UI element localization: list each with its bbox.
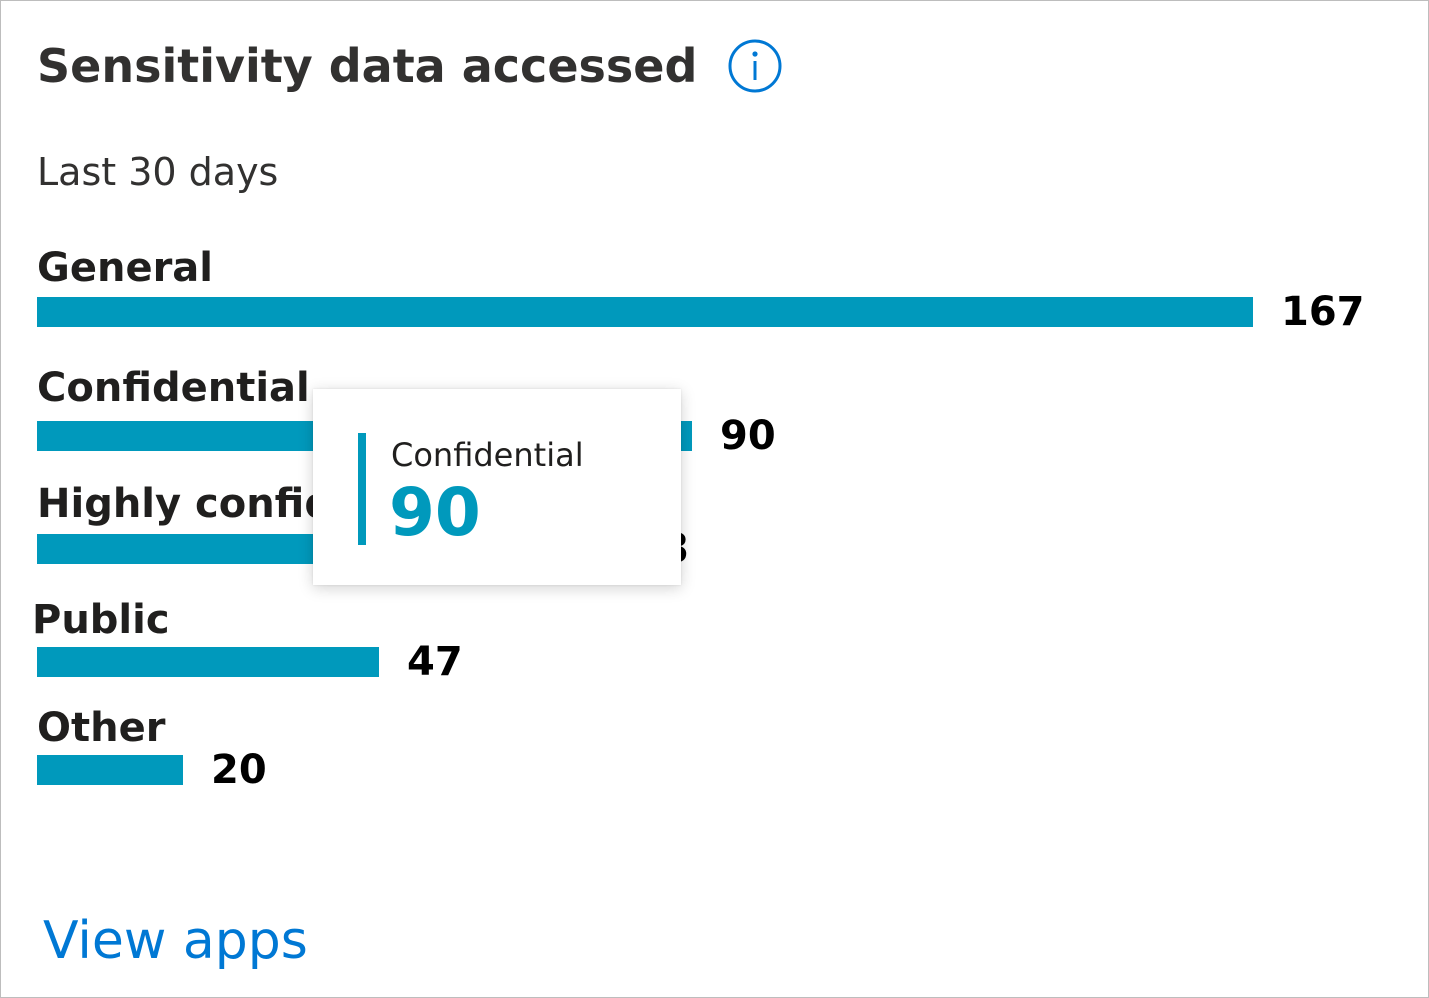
bar-label: Confidential [37, 365, 310, 411]
time-range-label: Last 30 days [37, 150, 279, 194]
chart-tooltip: Confidential 90 [313, 389, 681, 585]
bar-track: 167 [37, 289, 1365, 335]
bar-label: Other [37, 705, 166, 751]
bar-value-label: 20 [211, 747, 267, 793]
view-apps-link[interactable]: View apps [43, 911, 308, 971]
bar-track: 47 [37, 639, 463, 685]
bar-value-label: 167 [1281, 289, 1365, 335]
bar-value-label: 47 [407, 639, 463, 685]
card-title: Sensitivity data accessed [37, 39, 698, 93]
bar[interactable] [37, 755, 183, 785]
tooltip-value: 90 [389, 474, 481, 551]
tooltip-accent-bar [358, 433, 366, 545]
bar[interactable] [37, 647, 379, 677]
tooltip-label: Confidential [391, 436, 584, 474]
bar[interactable] [37, 297, 1253, 327]
bar-track: 20 [37, 747, 267, 793]
bar-label: Public [32, 597, 170, 643]
bar-label: General [37, 245, 213, 291]
info-icon[interactable] [727, 38, 783, 94]
bar-value-label: 90 [720, 413, 776, 459]
card-header: Sensitivity data accessed [37, 31, 783, 101]
